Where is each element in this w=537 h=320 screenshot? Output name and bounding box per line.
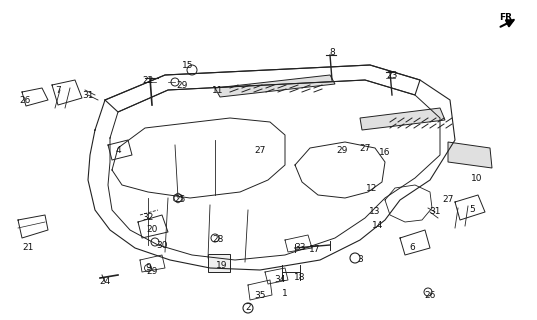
Text: 14: 14 bbox=[372, 220, 384, 229]
Text: FR.: FR. bbox=[499, 12, 516, 21]
Polygon shape bbox=[448, 142, 492, 168]
Text: 7: 7 bbox=[55, 85, 61, 94]
Text: 31: 31 bbox=[429, 207, 441, 217]
Text: 19: 19 bbox=[216, 260, 228, 269]
Polygon shape bbox=[360, 108, 445, 130]
Text: 29: 29 bbox=[146, 268, 158, 276]
Text: 5: 5 bbox=[469, 205, 475, 214]
Text: 10: 10 bbox=[471, 173, 483, 182]
Text: 34: 34 bbox=[274, 276, 286, 284]
Text: 24: 24 bbox=[99, 277, 111, 286]
Text: 8: 8 bbox=[329, 47, 335, 57]
Text: 11: 11 bbox=[212, 85, 224, 94]
Text: 20: 20 bbox=[146, 226, 158, 235]
Text: 30: 30 bbox=[156, 241, 168, 250]
Text: 17: 17 bbox=[309, 245, 321, 254]
Polygon shape bbox=[215, 75, 335, 97]
FancyBboxPatch shape bbox=[208, 254, 230, 272]
Text: 27: 27 bbox=[255, 146, 266, 155]
Text: 3: 3 bbox=[357, 255, 363, 265]
Text: 18: 18 bbox=[294, 274, 306, 283]
Text: 2: 2 bbox=[245, 303, 251, 313]
Text: 16: 16 bbox=[379, 148, 391, 156]
Text: 35: 35 bbox=[254, 291, 266, 300]
Text: 21: 21 bbox=[23, 244, 34, 252]
Text: 12: 12 bbox=[366, 183, 378, 193]
Text: 15: 15 bbox=[182, 60, 194, 69]
Text: 32: 32 bbox=[142, 213, 154, 222]
Text: 27: 27 bbox=[442, 196, 454, 204]
Text: 13: 13 bbox=[369, 207, 381, 217]
Text: 33: 33 bbox=[294, 244, 306, 252]
Text: 1: 1 bbox=[282, 289, 288, 298]
Text: 27: 27 bbox=[359, 143, 371, 153]
Text: 23: 23 bbox=[386, 70, 398, 79]
Text: 29: 29 bbox=[336, 146, 347, 155]
Text: 31: 31 bbox=[82, 91, 94, 100]
Text: 26: 26 bbox=[424, 291, 436, 300]
Text: 25: 25 bbox=[175, 196, 186, 204]
Text: 9: 9 bbox=[145, 263, 151, 273]
Text: 6: 6 bbox=[409, 244, 415, 252]
Text: 29: 29 bbox=[176, 81, 188, 90]
Text: 28: 28 bbox=[212, 236, 224, 244]
Text: 4: 4 bbox=[115, 146, 121, 155]
Text: 22: 22 bbox=[142, 76, 154, 84]
Text: 26: 26 bbox=[19, 95, 31, 105]
